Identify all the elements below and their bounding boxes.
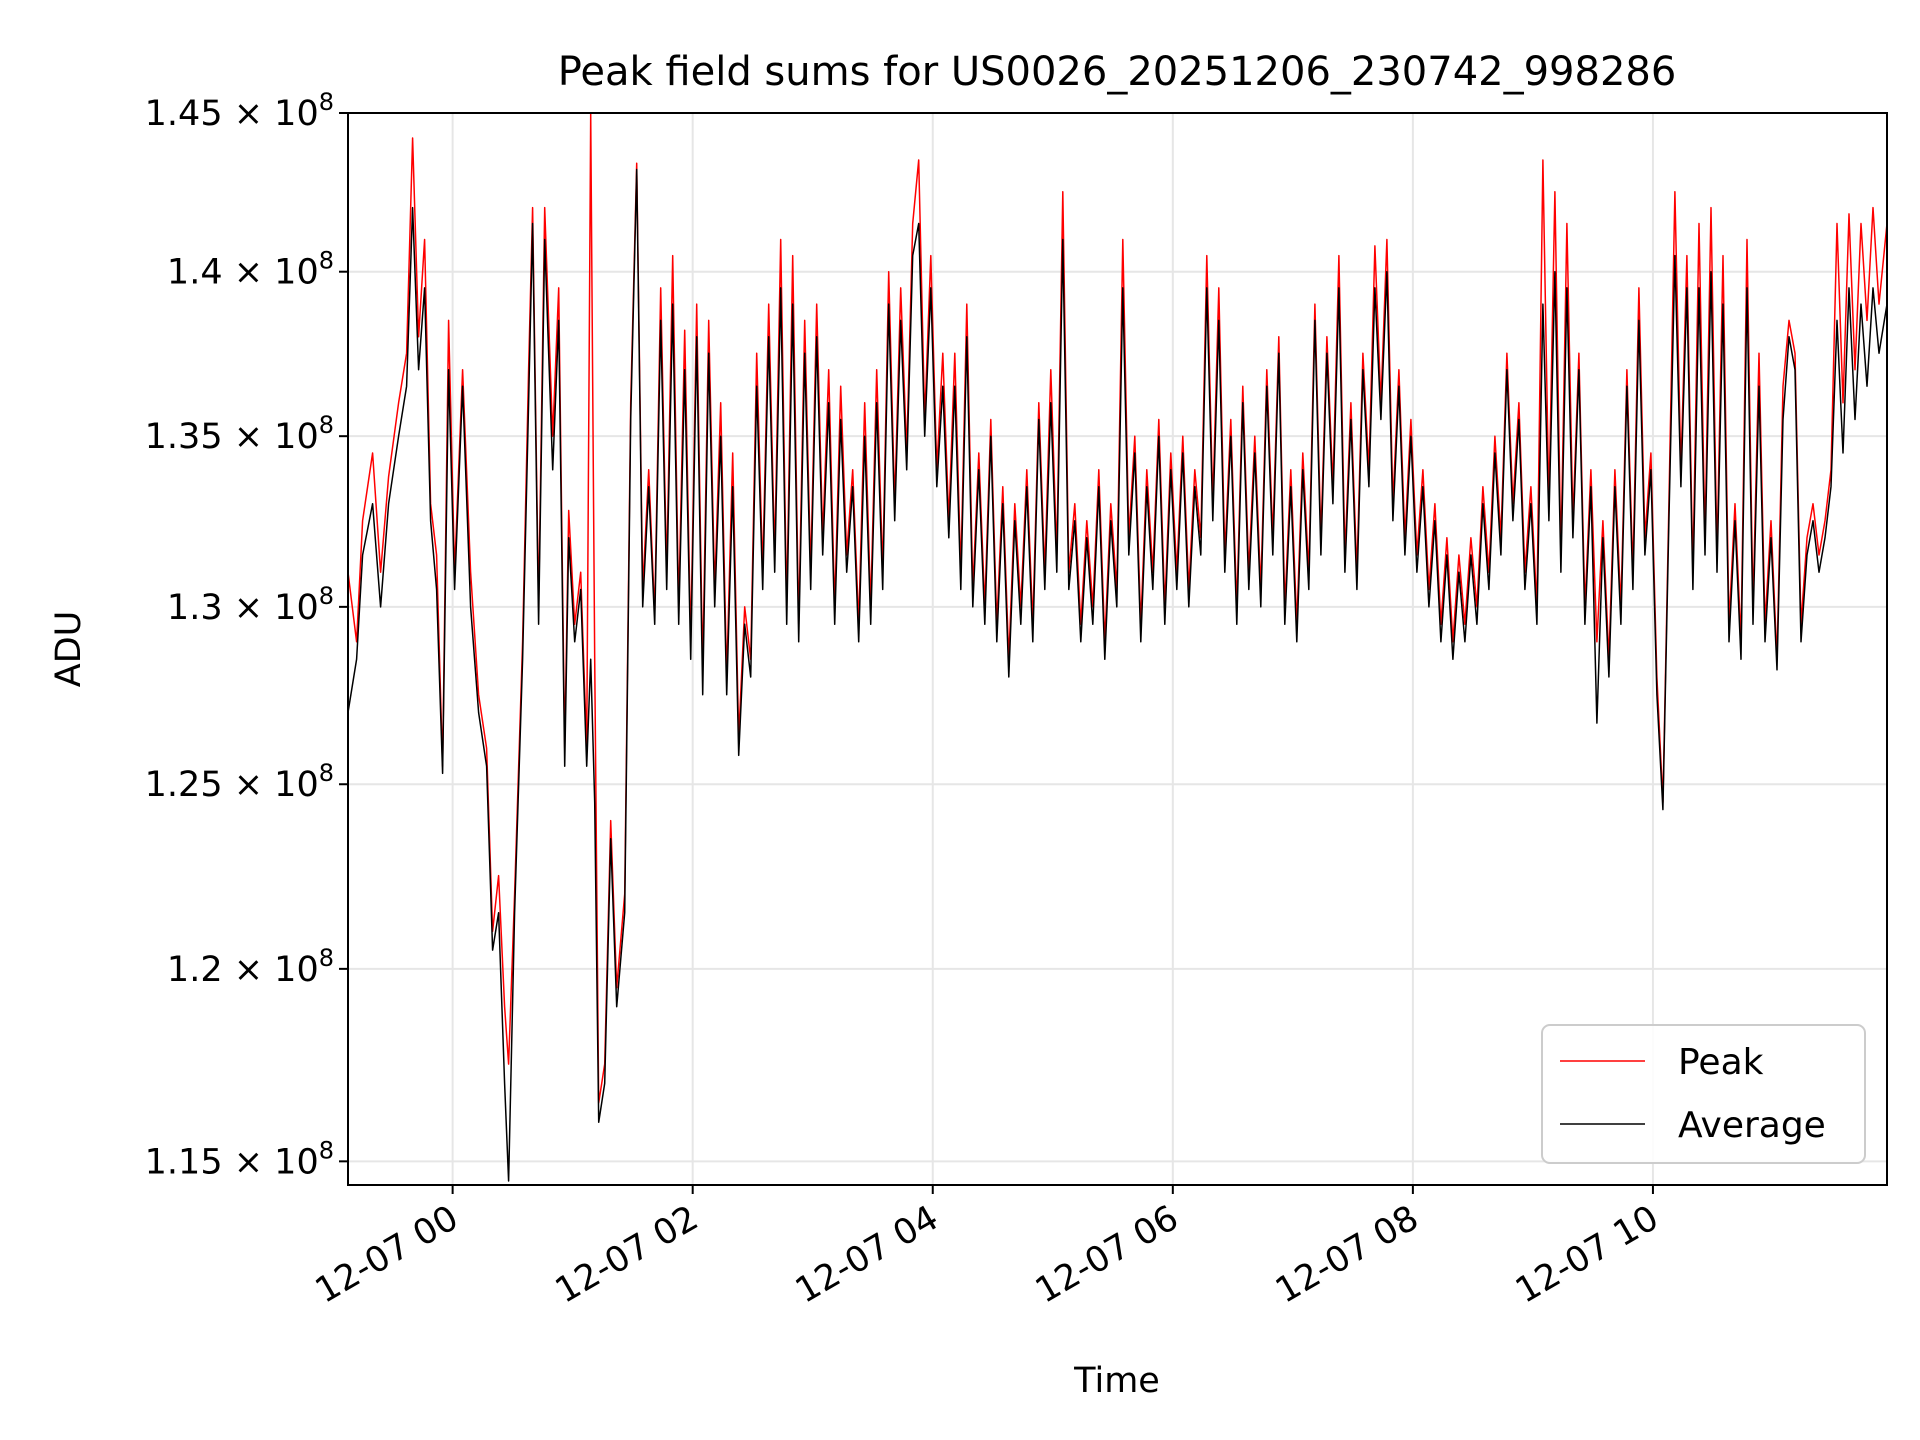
y-tick-mantissa: 1.15 <box>145 1142 223 1182</box>
y-tick-mantissa: 1.4 <box>167 253 223 293</box>
y-tick-label: 1.15 × 108 <box>145 1136 334 1182</box>
y-tick-label: 1.2 × 108 <box>167 944 334 990</box>
y-tick-label: 1.4 × 108 <box>167 247 334 293</box>
y-tick-label: 1.3 × 108 <box>167 582 334 628</box>
legend-label-peak: Peak <box>1678 1042 1764 1083</box>
y-tick-times: × 10 <box>223 253 319 293</box>
y-tick-times: × 10 <box>223 94 319 134</box>
y-tick-label: 1.35 × 108 <box>145 411 334 457</box>
legend: Peak Average <box>1541 1024 1866 1164</box>
y-tick-exponent: 8 <box>319 582 334 610</box>
y-tick-exponent: 8 <box>319 759 334 787</box>
chart-title: Peak field sums for US0026_20251206_2307… <box>558 49 1677 95</box>
series-lines <box>347 112 1888 1182</box>
y-tick-mantissa: 1.2 <box>167 950 223 990</box>
y-tick-times: × 10 <box>223 588 319 628</box>
y-axis-label: ADU <box>49 611 89 688</box>
y-tick-exponent: 8 <box>319 247 334 275</box>
grid <box>348 112 1887 1185</box>
series-line-average <box>347 168 1888 1182</box>
y-tick-times: × 10 <box>223 417 319 457</box>
y-tick-times: × 10 <box>223 765 319 805</box>
legend-label-average: Average <box>1678 1105 1826 1146</box>
y-tick-mantissa: 1.35 <box>145 417 223 457</box>
y-tick-times: × 10 <box>223 1142 319 1182</box>
y-tick-mantissa: 1.25 <box>145 765 223 805</box>
x-axis-label: Time <box>1073 1361 1160 1401</box>
plot-area-frame <box>347 112 1888 1186</box>
y-tick-exponent: 8 <box>319 1136 334 1164</box>
y-tick-mantissa: 1.45 <box>145 94 223 134</box>
y-tick-exponent: 8 <box>319 411 334 439</box>
legend-box <box>1541 1024 1866 1164</box>
y-tick-exponent: 8 <box>319 944 334 972</box>
y-tick-exponent: 8 <box>319 88 334 116</box>
y-tick-label: 1.45 × 108 <box>145 88 334 134</box>
y-tick-times: × 10 <box>223 950 319 990</box>
y-tick-mantissa: 1.3 <box>167 588 223 628</box>
y-tick-label: 1.25 × 108 <box>145 759 334 805</box>
